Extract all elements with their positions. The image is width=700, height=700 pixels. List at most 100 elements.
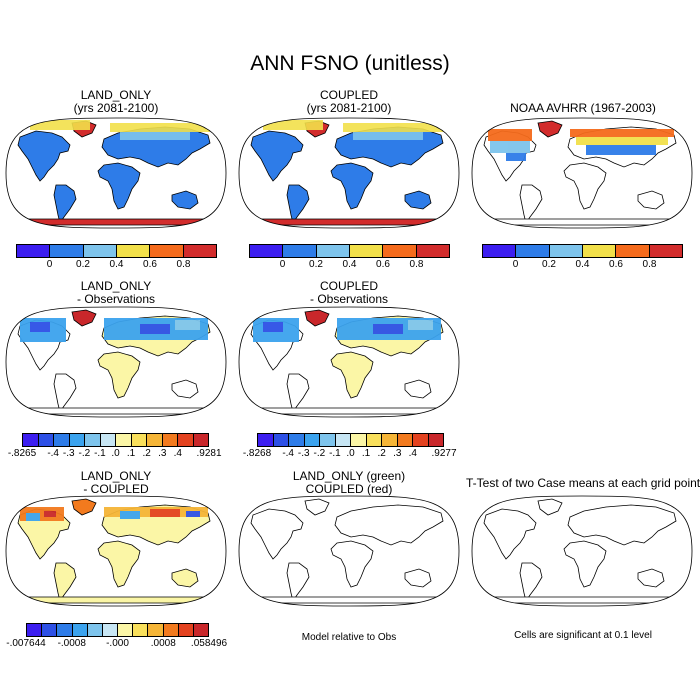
colorbar-land-only — [16, 244, 217, 258]
colorbar-tick-label: 0 — [46, 259, 53, 270]
colorbar-tick-label: .3 — [393, 448, 402, 459]
colorbar-cell — [516, 245, 550, 257]
colorbar-tick-label: 0.8 — [409, 259, 424, 270]
colorbar-tick-label: 0.4 — [342, 259, 357, 270]
colorbar-tick-label: -.3 — [62, 448, 75, 459]
colorbar-cell — [483, 245, 517, 257]
colorbar-cell — [42, 624, 58, 636]
colorbar-cell — [320, 434, 336, 446]
colorbar-tick-label: .058496 — [190, 638, 228, 649]
panel-title-noaa: NOAA AVHRR (1967-2003) — [466, 102, 700, 115]
colorbar-cell — [616, 245, 650, 257]
colorbar-cell — [150, 245, 184, 257]
note-model-relative: Model relative to Obs — [301, 632, 397, 643]
colorbar-cell — [38, 434, 54, 446]
colorbar-tick-label: .2 — [142, 448, 151, 459]
colorbar-ticks-land-coupled: -.007644 -.0008 -.000 .0008 .058496 — [6, 638, 227, 652]
colorbar-cell — [582, 245, 617, 257]
panel-title-line1: COUPLED — [319, 279, 378, 293]
colorbar-ticks-coupled: 0 0.2 0.4 0.6 0.8 — [249, 259, 450, 273]
colorbar-cell — [54, 434, 70, 446]
colorbar-tick-label: 0.6 — [376, 259, 390, 270]
colorbar-cell — [413, 434, 429, 446]
colorbar-tick-label: .0008 — [150, 638, 176, 649]
colorbar-land-coupled — [26, 623, 209, 637]
panel-title-line1: T-Test of two Case means at each grid po… — [466, 476, 700, 490]
colorbar-cell — [131, 434, 147, 446]
colorbar-cell — [428, 434, 443, 446]
colorbar-cell — [250, 245, 284, 257]
colorbar-ticks-land-only: 0 0.2 0.4 0.6 0.8 — [16, 259, 217, 273]
colorbar-tick-label: .3 — [158, 448, 167, 459]
main-title: ANN FSNO (unitless) — [250, 52, 450, 75]
colorbar-cell — [163, 624, 179, 636]
colorbar-cell — [178, 624, 194, 636]
panel-title-line2: (yrs 2081-2100) — [306, 101, 392, 115]
map-green-red — [238, 495, 460, 607]
colorbar-tick-label: .0 — [346, 448, 355, 459]
colorbar-cell — [649, 245, 682, 257]
colorbar-cell — [383, 245, 417, 257]
colorbar-tick-label: -.2 — [78, 448, 91, 459]
colorbar-tick-label: 0.2 — [542, 259, 556, 270]
panel-title-line1: LAND_ONLY — [80, 88, 152, 102]
panel-title-line2: COUPLED (red) — [305, 482, 393, 496]
map-coupled-obs — [238, 306, 460, 418]
note-cells-significant: Cells are significant at 0.1 level — [514, 630, 652, 641]
colorbar-tick-label: -.007644 — [6, 638, 46, 649]
colorbar-tick-label: -.3 — [297, 448, 310, 459]
colorbar-tick-label: 0.6 — [143, 259, 157, 270]
colorbar-cell — [23, 434, 39, 446]
panel-title-line2: (yrs 2081-2100) — [73, 101, 159, 115]
colorbar-cell — [72, 624, 88, 636]
colorbar-tick-label: 0 — [512, 259, 519, 270]
colorbar-tick-label: 0.2 — [76, 259, 90, 270]
colorbar-tick-label: 0.2 — [309, 259, 323, 270]
colorbar-tick-label: -.8265 — [7, 448, 37, 459]
colorbar-noaa — [482, 244, 683, 258]
panel-title-line2: - Observations — [309, 292, 389, 306]
colorbar-cell — [162, 434, 178, 446]
colorbar-cell — [549, 245, 583, 257]
colorbar-cell — [50, 245, 84, 257]
colorbar-tick-label: 0.6 — [609, 259, 623, 270]
colorbar-cell — [382, 434, 398, 446]
colorbar-tick-label: .1 — [361, 448, 371, 459]
colorbar-tick-label: .4 — [408, 448, 417, 459]
panel-title-line1: NOAA AVHRR (1967-2003) — [510, 101, 656, 115]
colorbar-land-obs — [22, 433, 209, 447]
map-land-obs — [5, 306, 227, 418]
colorbar-cell — [351, 434, 367, 446]
panel-title-coupled-obs: COUPLED - Observations — [233, 280, 465, 306]
colorbar-tick-label: .9281 — [196, 448, 222, 459]
panel-title-line1: LAND_ONLY — [80, 279, 152, 293]
colorbar-cell — [273, 434, 289, 446]
colorbar-cell — [85, 434, 101, 446]
colorbar-tick-label: 0 — [279, 259, 286, 270]
colorbar-cell — [335, 434, 351, 446]
colorbar-tick-label: -.1 — [94, 448, 106, 459]
panel-title-line2: - Observations — [76, 292, 156, 306]
colorbar-tick-label: -.000 — [106, 638, 129, 649]
colorbar-tick-label: -.2 — [313, 448, 326, 459]
panel-title-line1: COUPLED — [319, 88, 378, 102]
colorbar-cell — [83, 245, 117, 257]
colorbar-tick-label: .1 — [126, 448, 136, 459]
colorbar-tick-label: .0 — [111, 448, 120, 459]
panel-title-ttest: T-Test of two Case means at each grid po… — [466, 477, 700, 490]
colorbar-cell — [183, 245, 216, 257]
colorbar-tick-label: -.0008 — [57, 638, 86, 649]
panel-title-line2: - COUPLED — [83, 482, 149, 496]
colorbar-tick-label: 0.4 — [109, 259, 124, 270]
panel-title-land-obs: LAND_ONLY - Observations — [0, 280, 232, 306]
colorbar-coupled-obs — [257, 433, 444, 447]
colorbar-tick-label: 0.4 — [575, 259, 590, 270]
colorbar-cell — [349, 245, 384, 257]
colorbar-tick-label: .2 — [377, 448, 386, 459]
colorbar-cell — [258, 434, 274, 446]
colorbar-tick-label: 0.8 — [176, 259, 191, 270]
colorbar-cell — [147, 434, 163, 446]
colorbar-cell — [178, 434, 194, 446]
colorbar-tick-label: -.4 — [282, 448, 294, 459]
colorbar-cell — [27, 624, 43, 636]
